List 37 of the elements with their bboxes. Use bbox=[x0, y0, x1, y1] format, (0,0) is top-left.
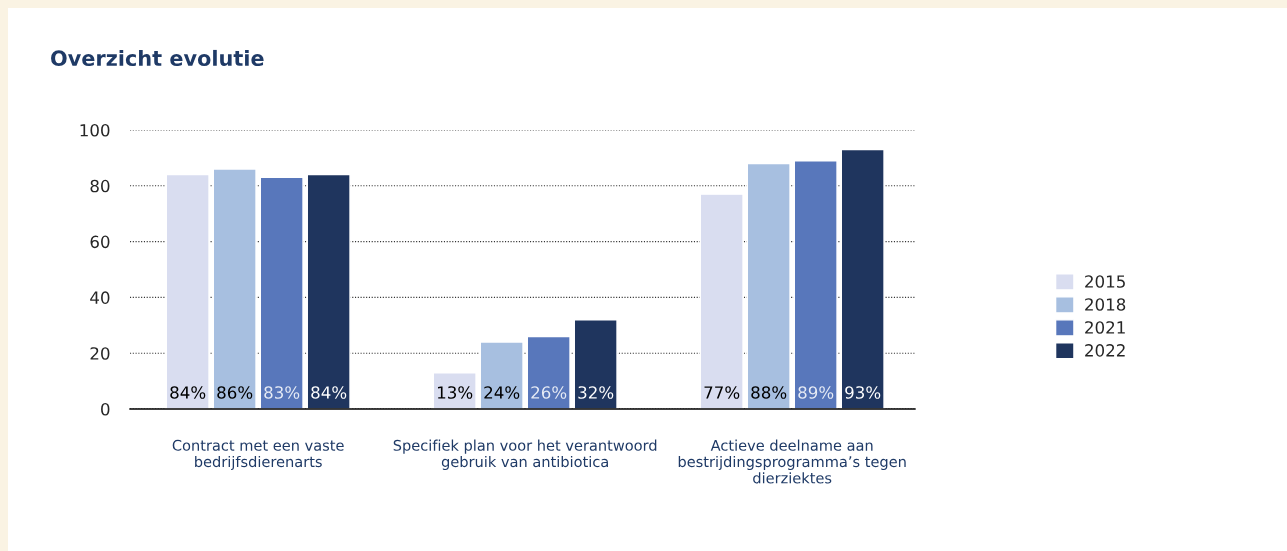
bar bbox=[212, 168, 257, 409]
data-label: 77% bbox=[704, 386, 740, 399]
data-label: 13% bbox=[437, 386, 473, 399]
data-label: 93% bbox=[845, 386, 881, 399]
bar bbox=[746, 162, 791, 409]
legend-label: 2015 bbox=[1085, 275, 1125, 288]
bar bbox=[526, 335, 571, 409]
legend-label: 2018 bbox=[1085, 298, 1126, 311]
x-tick-label: Specifiek plan voor het verantwoord gebruik van antibiotica bbox=[393, 439, 657, 470]
bar bbox=[165, 173, 210, 409]
chart-title: Overzicht evolutie bbox=[51, 49, 264, 67]
data-label: 26% bbox=[531, 386, 567, 399]
data-label: 24% bbox=[484, 386, 520, 399]
data-label: 86% bbox=[217, 386, 253, 399]
bar bbox=[793, 159, 838, 409]
data-label: 84% bbox=[170, 386, 206, 399]
x-tick-label: Contract met een vaste bedrijfsdierenarts bbox=[172, 439, 344, 470]
bar bbox=[699, 193, 744, 409]
y-tick-label: 20 bbox=[90, 347, 110, 360]
bar bbox=[479, 341, 524, 409]
data-label: 84% bbox=[311, 386, 347, 399]
data-label: 83% bbox=[264, 386, 300, 399]
y-tick-label: 0 bbox=[101, 402, 110, 416]
data-label: 32% bbox=[578, 386, 614, 399]
bar bbox=[306, 173, 351, 409]
bar bbox=[259, 176, 304, 409]
legend-label: 2021 bbox=[1085, 321, 1125, 334]
bar bbox=[840, 148, 885, 409]
y-tick-label: 60 bbox=[90, 235, 110, 249]
y-tick-label: 80 bbox=[90, 179, 110, 193]
bar bbox=[573, 319, 618, 409]
y-tick-label: 40 bbox=[90, 291, 110, 304]
legend-label: 2022 bbox=[1085, 344, 1125, 357]
data-label: 89% bbox=[798, 386, 834, 399]
y-tick-label: 100 bbox=[80, 123, 110, 137]
x-tick-label: Actieve deelname aan bestrijdingsprogramma’s tegen dierziektes bbox=[678, 439, 906, 484]
data-label: 88% bbox=[751, 386, 787, 399]
